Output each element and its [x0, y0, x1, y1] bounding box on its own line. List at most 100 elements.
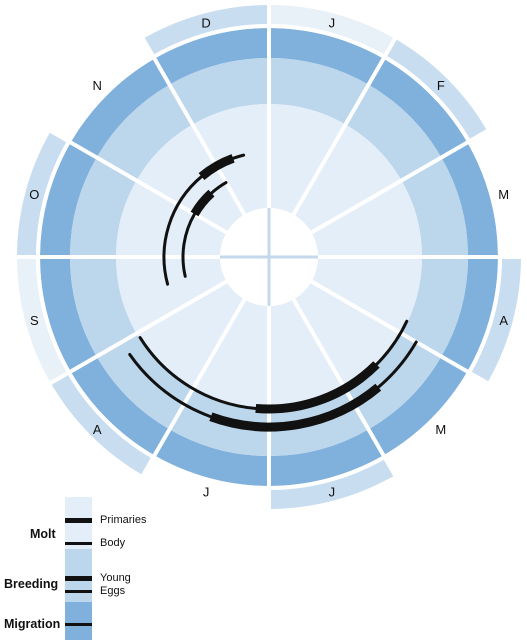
breeding-ring-segment [401, 257, 468, 357]
molt-ring-segment [192, 299, 269, 410]
legend-young-label: Young [100, 572, 131, 584]
month-label-8: S [30, 313, 39, 328]
molt-ring-segment [136, 281, 245, 390]
month-label-9: O [29, 187, 39, 202]
legend: Molt Primaries Body Breeding Young Eggs … [4, 497, 147, 640]
month-label-6: J [203, 485, 210, 500]
arc-thick-segment [255, 361, 380, 414]
month-label-7: A [93, 422, 102, 437]
breeding-ring-segment [401, 157, 468, 257]
arc-thick-segment [198, 154, 235, 181]
arc-thick-segment [190, 189, 215, 217]
legend-eggs-bar [65, 590, 92, 593]
month-label-3: A [499, 313, 508, 328]
migration-ring-segment [269, 429, 384, 486]
rim-segment [143, 5, 269, 56]
rim-segment [269, 5, 395, 56]
month-label-0: J [329, 15, 336, 30]
rim-segment [269, 458, 395, 509]
breeding-ring-segment [269, 58, 369, 125]
month-label-2: M [498, 187, 509, 202]
arc-thin-segment [231, 153, 246, 160]
migration-ring-segment [40, 142, 97, 257]
molt-ring-segment [293, 124, 402, 233]
month-label-4: M [435, 422, 446, 437]
legend-eggs-label: Eggs [100, 585, 126, 597]
month-labels: J F M A M J J A S O N D [29, 15, 509, 499]
breeding-ring-segment [169, 58, 269, 125]
month-wedges [17, 5, 521, 509]
migration-ring-segment [368, 356, 468, 456]
month-divider [48, 128, 228, 235]
month-wedge-8 [17, 257, 227, 383]
legend-molt-title: Molt [30, 527, 57, 541]
rim-segment [50, 38, 153, 141]
rim-segment [50, 373, 153, 476]
molt-primaries-2-arc [181, 181, 228, 278]
month-wedge-3 [311, 257, 521, 383]
legend-body-label: Body [100, 537, 126, 549]
month-label-11: D [201, 15, 210, 30]
month-wedge-1 [293, 38, 488, 233]
breeding-ring-segment [70, 157, 137, 257]
month-divider [310, 128, 490, 235]
migration-ring-segment [70, 58, 170, 158]
migration-ring-segment [70, 356, 170, 456]
rim-segment [17, 131, 68, 257]
month-label-5: J [329, 485, 336, 500]
molt-ring-segment [269, 104, 346, 215]
month-wedge-10 [50, 38, 245, 233]
migration-ring-segment [154, 28, 269, 85]
arc-thin-segment [138, 336, 258, 410]
month-wedge-7 [50, 281, 245, 476]
breeding-ring-segment [70, 257, 137, 357]
molt-ring-segment [311, 180, 422, 257]
arc-thin-segment [374, 319, 409, 366]
molt-ring-segment [311, 257, 422, 334]
migration-ring-segment [154, 429, 269, 486]
rim-segment [143, 458, 269, 509]
month-divider [291, 36, 398, 216]
migration-ring-segment [269, 28, 384, 85]
legend-migration-title: Migration [4, 617, 60, 631]
rim-segment [385, 38, 488, 141]
breeding-young-1-arc [138, 319, 409, 414]
legend-breeding-swatch [65, 549, 92, 602]
migration-ring-segment [441, 257, 498, 372]
arc-thin-segment [181, 212, 197, 278]
month-divider [48, 279, 228, 386]
arc-thin-segment [128, 353, 213, 419]
migration-ring-segment [40, 257, 97, 372]
arc-thin-segment [376, 340, 418, 389]
migration-ring-segment [441, 142, 498, 257]
arc-thick-segment [209, 383, 382, 432]
rim-segment [470, 257, 521, 383]
breeding-ring-segment [96, 84, 193, 181]
month-wedge-2 [311, 131, 521, 257]
molt-ring-segment [116, 257, 227, 334]
legend-breeding-title: Breeding [4, 577, 58, 591]
month-label-1: F [437, 78, 445, 93]
rim-segment [17, 257, 68, 383]
legend-migration-bar [65, 623, 92, 626]
legend-primaries-label: Primaries [100, 514, 147, 526]
center-hub [220, 208, 318, 306]
legend-body-bar [65, 542, 92, 545]
arc-thin-segment [209, 181, 228, 195]
breeding-ring-segment [96, 333, 193, 430]
arc-thin-segment [162, 175, 204, 286]
breeding-eggs-1-arc [128, 340, 418, 432]
month-label-10: N [92, 78, 101, 93]
legend-migration-swatch [65, 602, 92, 640]
legend-primaries-bar [65, 518, 92, 523]
month-wedge-0 [269, 5, 395, 215]
molt-ring-segment [269, 299, 346, 410]
breeding-ring-segment [345, 333, 442, 430]
legend-young-bar [65, 576, 92, 581]
molt-breeding-arcs [128, 153, 418, 432]
molt-ring-segment [136, 124, 245, 233]
month-divider [140, 36, 247, 216]
migration-ring-segment [368, 58, 468, 158]
rim-segment [385, 373, 488, 476]
